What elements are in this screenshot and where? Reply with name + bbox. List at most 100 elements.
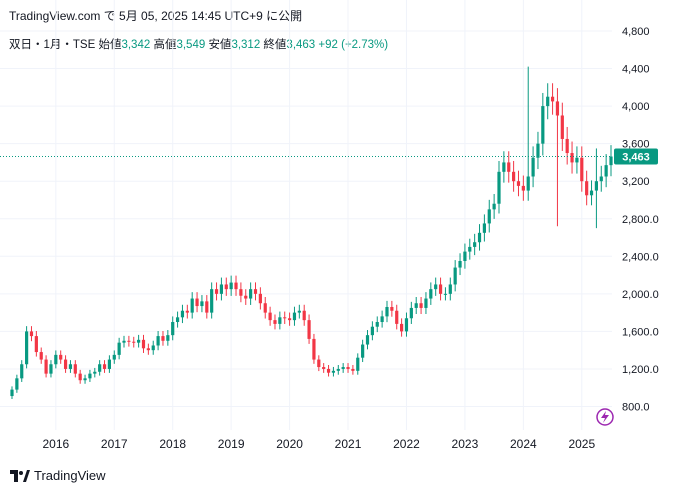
- change-value: +92 (+2.73%): [318, 39, 389, 51]
- candle-body: [156, 336, 160, 346]
- candle-body: [219, 284, 224, 294]
- candle-body: [326, 368, 331, 373]
- candle-body: [317, 359, 321, 368]
- candle-body: [351, 368, 355, 371]
- candle-body: [287, 318, 292, 321]
- candle-body: [502, 162, 506, 172]
- candle-body: [512, 171, 516, 182]
- candle-body: [195, 298, 199, 307]
- candle-body: [536, 143, 540, 158]
- price-tag: [614, 148, 658, 165]
- candle-body: [107, 359, 111, 369]
- candle-body: [34, 336, 38, 353]
- candle-body: [375, 322, 379, 327]
- high-label: 高値: [153, 39, 177, 51]
- candle-body: [497, 171, 501, 204]
- candle-body: [419, 303, 423, 308]
- candle-body: [132, 341, 136, 343]
- x-tick-label: 2025: [568, 437, 595, 451]
- candle-body: [395, 310, 399, 324]
- y-tick-label: 2,000.0: [622, 289, 659, 301]
- y-tick-label: 1,600.0: [622, 326, 659, 338]
- candle-body: [253, 289, 258, 294]
- candle-body: [93, 371, 97, 374]
- candle-body: [599, 176, 603, 182]
- candle-body: [29, 331, 34, 337]
- candle-body: [63, 359, 68, 369]
- candle-body: [346, 367, 350, 369]
- candle-body: [224, 284, 228, 290]
- y-tick-label: 2,400.0: [622, 251, 659, 263]
- candle-body: [137, 339, 141, 343]
- candle-body: [59, 354, 63, 360]
- candle-body: [424, 298, 428, 308]
- candle-body: [560, 115, 564, 139]
- candle-body: [487, 209, 491, 224]
- publish-header: TradingView.com で 5月 05, 2025 14:45 UTC+…: [9, 9, 303, 23]
- price-axis: 800.0 1,200.0 1,600.0 2,000.0 2,400.0 2,800.0…: [622, 26, 659, 414]
- y-tick-label: 1,200.0: [622, 364, 659, 376]
- candle-body: [20, 364, 24, 379]
- candle-body: [477, 232, 482, 243]
- candle-body: [122, 340, 126, 343]
- candle-body: [380, 316, 384, 323]
- candle-body: [312, 338, 316, 360]
- candle-body: [550, 96, 555, 102]
- candle-body: [609, 156, 613, 166]
- low-value: 3,312: [231, 39, 261, 51]
- candle-body: [249, 289, 253, 299]
- candle-body: [15, 378, 19, 390]
- candle-body: [516, 181, 521, 186]
- candle-body: [507, 162, 511, 172]
- x-tick-label: 2021: [335, 437, 362, 451]
- candle-body: [604, 165, 608, 177]
- candle-body: [365, 335, 370, 345]
- candle-body: [200, 301, 204, 307]
- candle-body: [370, 326, 374, 336]
- candle-body: [546, 96, 550, 107]
- candle-body: [210, 289, 214, 313]
- candle-body: [331, 370, 336, 373]
- candle-body: [54, 354, 58, 365]
- x-tick-label: 2019: [218, 437, 245, 451]
- x-tick-label: 2020: [276, 437, 303, 451]
- candle-body: [541, 106, 545, 144]
- x-tick-label: 2022: [393, 437, 420, 451]
- candle-body: [492, 203, 496, 210]
- x-tick-label: 2024: [510, 437, 537, 451]
- candle-body: [443, 293, 448, 295]
- high-value: 3,549: [176, 39, 206, 51]
- brand-name: TradingView: [34, 468, 106, 483]
- grid-lines: [0, 0, 612, 430]
- candle-body: [594, 181, 598, 191]
- open-label: 始値: [98, 39, 122, 51]
- y-tick-label: 800.0: [622, 402, 650, 414]
- candle-body: [292, 312, 297, 321]
- symbol-name[interactable]: 双日・1月・TSE: [9, 39, 96, 51]
- x-tick-label: 2017: [101, 437, 128, 451]
- candle-body: [214, 289, 219, 294]
- candle-body: [239, 289, 243, 296]
- candle-body: [78, 373, 82, 381]
- candle-body: [390, 306, 394, 311]
- candle-body: [39, 352, 43, 360]
- candle-body: [10, 389, 14, 397]
- close-value: 3,463: [286, 39, 316, 51]
- y-tick-label: 3,600: [622, 139, 650, 151]
- candle-body: [463, 251, 467, 261]
- candle-body: [185, 310, 189, 313]
- lightning-icon[interactable]: [596, 408, 614, 426]
- candle-body: [404, 318, 409, 332]
- symbol-legend: 双日・1月・TSE 始値3,342 高値3,549 安値3,312 終値3,46…: [9, 36, 388, 52]
- candle-body: [458, 260, 462, 268]
- candle-body: [141, 339, 146, 349]
- candle-body: [521, 185, 525, 191]
- candle-body: [575, 157, 579, 163]
- tradingview-logo[interactable]: TradingView: [10, 468, 106, 483]
- candle-body: [88, 373, 92, 379]
- candle-body: [98, 364, 102, 372]
- candle-body: [190, 298, 194, 313]
- low-label: 安値: [208, 39, 232, 51]
